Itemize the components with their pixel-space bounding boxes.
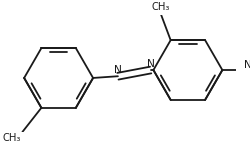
Text: N: N: [242, 59, 250, 69]
Text: CH₃: CH₃: [3, 133, 21, 143]
Text: N: N: [114, 65, 121, 75]
Text: CH₃: CH₃: [150, 2, 169, 12]
Text: N: N: [146, 59, 154, 69]
